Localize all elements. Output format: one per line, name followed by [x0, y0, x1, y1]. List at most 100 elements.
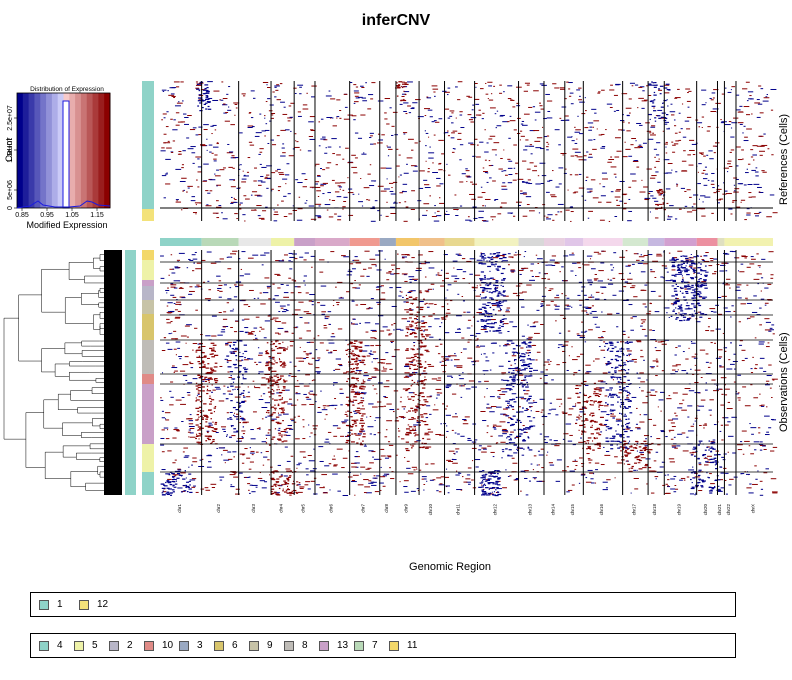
cnv-mark: [403, 172, 409, 174]
cnv-mark: [658, 295, 662, 297]
cnv-mark: [560, 153, 567, 155]
cnv-mark: [727, 421, 731, 423]
cnv-mark: [547, 110, 551, 112]
cnv-mark: [250, 450, 255, 452]
cnv-mark: [174, 370, 178, 372]
cnv-mark: [284, 174, 290, 176]
cnv-band-mark: [277, 352, 280, 354]
cnv-mark: [578, 281, 583, 283]
cnv-mark: [456, 269, 463, 271]
cnv-mark: [650, 339, 657, 341]
cnv-mark: [705, 102, 707, 104]
cnv-band-mark: [353, 385, 356, 387]
cnv-mark: [407, 424, 410, 426]
cnv-mark: [425, 160, 427, 162]
cnv-band-mark: [356, 442, 359, 444]
cnv-mark: [414, 165, 418, 167]
cnv-mark: [278, 346, 282, 348]
cnv-band-mark: [198, 355, 201, 357]
cnv-mark: [342, 158, 345, 160]
cnv-mark: [739, 271, 745, 273]
cnv-mark: [554, 129, 560, 131]
cnv-mark: [380, 455, 386, 457]
cnv-mark: [323, 324, 327, 326]
cnv-mark: [486, 181, 489, 183]
cnv-mark: [526, 204, 530, 206]
histogram-color-band: [22, 93, 30, 208]
cnv-mark: [425, 302, 428, 304]
cnv-mark: [728, 165, 733, 167]
cnv-mark: [374, 200, 378, 202]
cnv-mark: [567, 189, 569, 191]
cnv-mark: [438, 169, 443, 171]
cnv-mark: [534, 111, 541, 113]
cnv-band-mark: [424, 290, 429, 292]
cnv-mark: [175, 201, 182, 203]
cnv-mark: [766, 431, 770, 433]
cnv-mark: [501, 449, 505, 451]
cnv-mark: [543, 273, 548, 275]
cnv-mark: [610, 412, 612, 414]
cnv-mark: [481, 192, 486, 194]
cnv-mark: [211, 486, 216, 488]
cnv-mark: [378, 406, 384, 408]
cnv-mark: [394, 349, 400, 351]
cnv-mark: [663, 307, 670, 309]
cnv-mark: [299, 346, 301, 348]
cnv-mark: [191, 464, 193, 466]
cnv-band-mark: [211, 399, 215, 401]
cnv-mark: [454, 353, 456, 355]
cnv-mark: [688, 469, 695, 471]
cnv-mark: [618, 392, 622, 394]
cnv-mark: [641, 107, 645, 109]
cnv-mark: [227, 371, 230, 373]
cnv-mark: [216, 217, 220, 219]
cnv-mark: [305, 353, 312, 355]
cnv-mark: [708, 150, 713, 152]
cnv-mark: [403, 301, 409, 303]
cnv-mark: [585, 481, 592, 483]
cnv-mark: [230, 202, 234, 204]
cnv-mark: [483, 396, 486, 398]
cnv-mark: [455, 448, 460, 450]
cnv-mark: [456, 366, 463, 368]
cnv-mark: [286, 310, 289, 312]
cnv-mark: [689, 149, 695, 151]
cnv-mark: [165, 158, 171, 160]
cnv-mark: [610, 84, 613, 86]
cnv-mark: [579, 95, 581, 97]
cnv-mark: [573, 374, 575, 376]
cnv-mark: [531, 275, 534, 277]
cnv-mark: [498, 365, 504, 367]
cnv-band-mark: [198, 97, 203, 99]
cnv-mark: [445, 436, 447, 438]
cnv-mark: [177, 487, 183, 489]
cnv-mark: [191, 270, 195, 272]
cnv-mark: [702, 169, 706, 171]
cnv-mark: [250, 194, 253, 196]
cnv-mark: [321, 311, 326, 313]
cnv-mark: [191, 486, 196, 488]
observation-group-segment: [142, 374, 154, 384]
cnv-mark: [431, 85, 438, 87]
cnv-mark: [408, 418, 414, 420]
cnv-mark: [352, 323, 358, 325]
cnv-mark: [309, 138, 316, 140]
cnv-mark: [353, 410, 357, 412]
cnv-mark: [164, 337, 167, 339]
histogram-x-tick-label: 1.05: [65, 212, 79, 219]
cnv-mark: [226, 152, 233, 154]
cnv-mark: [390, 212, 397, 214]
cnv-band-mark: [201, 106, 204, 109]
cnv-mark: [655, 478, 657, 480]
cnv-mark: [750, 453, 755, 455]
cnv-mark: [348, 476, 353, 478]
cnv-mark: [273, 209, 275, 211]
histogram-y-tick-label: 0: [7, 206, 14, 210]
cnv-mark: [265, 174, 270, 176]
cnv-mark: [731, 416, 737, 418]
cnv-mark: [703, 155, 706, 157]
cnv-band-mark: [662, 198, 664, 200]
cnv-mark: [457, 99, 461, 101]
cnv-mark: [243, 400, 247, 402]
